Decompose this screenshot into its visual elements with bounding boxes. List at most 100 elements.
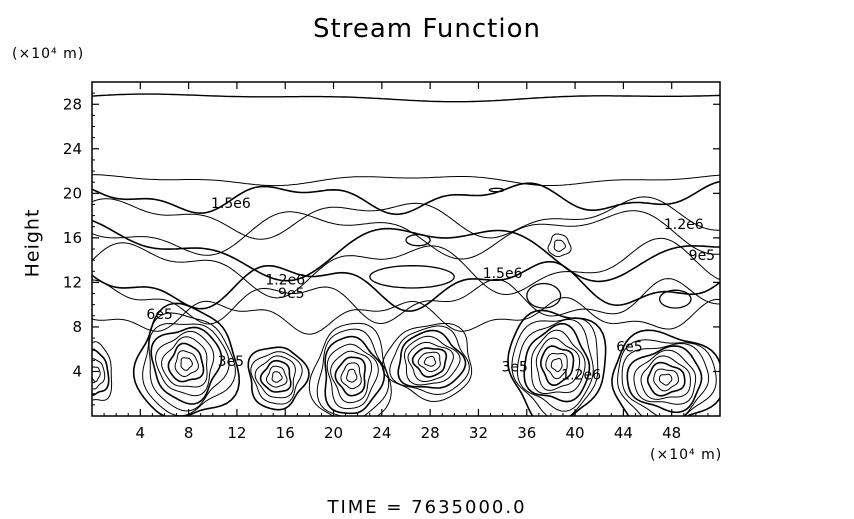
vortex-contour <box>92 358 106 390</box>
y-tick-label: 28 <box>63 95 82 113</box>
vortex-contour <box>523 322 591 403</box>
x-tick-label: 16 <box>276 424 295 442</box>
x-tick-label: 28 <box>421 424 440 442</box>
y-tick-label: 16 <box>63 229 82 247</box>
contour-line <box>92 180 720 216</box>
vortex-contour <box>646 361 686 397</box>
vortex-contour <box>507 309 607 416</box>
x-tick-label: 8 <box>184 424 194 442</box>
vortex-contour <box>155 330 215 397</box>
vortex-contour <box>617 339 717 416</box>
vortex-contour <box>254 355 296 399</box>
vortex-contour <box>611 329 720 416</box>
vortex-contour <box>150 326 223 405</box>
vortex-contour <box>545 353 568 380</box>
y-tick-label: 24 <box>63 140 82 158</box>
vortex-contour <box>535 337 581 391</box>
contour-label: 3e5 <box>501 359 527 375</box>
contour-line <box>92 174 720 187</box>
contour-label: 1.2e6 <box>265 273 305 289</box>
vortex-contour <box>92 349 110 396</box>
vortex-contour <box>539 345 575 386</box>
vortex-contour <box>92 341 113 401</box>
vortex-contour <box>516 318 594 412</box>
contour-label: 3e5 <box>218 354 244 370</box>
vortex-contour <box>659 373 673 386</box>
contour-label: 9e5 <box>689 248 715 264</box>
vortex-contour <box>132 302 241 416</box>
vortex-contour <box>407 341 454 383</box>
contour-line <box>92 278 720 325</box>
x-tick-label: 44 <box>614 424 633 442</box>
contour-line <box>92 219 720 283</box>
vortex-contour <box>316 328 390 416</box>
chart-title: Stream Function <box>313 14 541 44</box>
vortex-contour <box>381 322 473 403</box>
vortex-contour <box>621 342 710 416</box>
vortex-contour <box>92 366 101 383</box>
vortex-contour <box>326 343 379 410</box>
contour-label: 1.2e6 <box>664 217 704 233</box>
vortex-contour <box>259 359 292 393</box>
y-tick-label: 8 <box>72 318 82 336</box>
contour-line <box>92 237 720 299</box>
y-axis-unit: (×10⁴ m) <box>12 46 85 62</box>
vortex-contour <box>340 362 362 390</box>
contour-label: 1.2e6 <box>561 367 601 383</box>
vortex-contour <box>626 345 703 414</box>
contour-lines <box>92 93 720 416</box>
time-footer: TIME = 7635000.0 <box>327 497 527 518</box>
contour-line <box>92 297 720 335</box>
vortex-contour <box>404 335 461 386</box>
contour-label: 6e5 <box>616 339 642 355</box>
contour-label: 1.5e6 <box>483 266 523 282</box>
vortex-contour <box>247 346 310 411</box>
closed-contour <box>369 265 455 289</box>
vortex-contour <box>640 355 691 400</box>
vortex-contour <box>250 351 303 405</box>
closed-contour <box>488 187 505 193</box>
x-tick-label: 36 <box>517 424 536 442</box>
vortex-contour <box>397 329 467 389</box>
vortex-contour <box>167 342 205 383</box>
vortex-contour <box>148 322 230 412</box>
x-tick-label: 24 <box>372 424 391 442</box>
contour-label: 1.5e6 <box>211 196 251 212</box>
vortex-contour <box>346 368 358 383</box>
contour-line <box>92 210 720 260</box>
x-tick-label: 32 <box>469 424 488 442</box>
vortex-contour <box>334 356 366 397</box>
vortex-contour <box>271 371 283 383</box>
vortex-contour <box>553 239 566 252</box>
vortex-contour <box>411 347 448 378</box>
vortex-contour <box>174 350 199 377</box>
closed-contour <box>405 233 431 247</box>
vortex-contour <box>308 322 392 416</box>
vortex-contour <box>547 233 572 258</box>
contour-line <box>92 261 720 312</box>
vortex-contour <box>324 335 386 415</box>
y-tick-label: 12 <box>63 273 82 291</box>
contour-line <box>92 196 720 240</box>
vortex-contour <box>423 355 437 367</box>
vortex-contour <box>330 350 373 404</box>
vortex-contour <box>142 312 236 416</box>
vortex-contour <box>389 325 470 396</box>
x-tick-label: 4 <box>136 424 146 442</box>
x-tick-label: 40 <box>566 424 585 442</box>
closed-contour <box>526 282 562 309</box>
vortex-contour <box>530 329 586 395</box>
vortex-contour <box>265 365 288 388</box>
closed-contour <box>658 289 692 309</box>
contour-line <box>92 93 720 103</box>
contour-label: 9e5 <box>278 286 304 302</box>
vortex-contour <box>417 351 441 373</box>
vortex-contour <box>161 336 208 388</box>
contour-label: 6e5 <box>146 307 172 323</box>
vortex-contour <box>653 368 679 392</box>
vortex-contour <box>180 357 193 371</box>
y-tick-label: 20 <box>63 184 82 202</box>
